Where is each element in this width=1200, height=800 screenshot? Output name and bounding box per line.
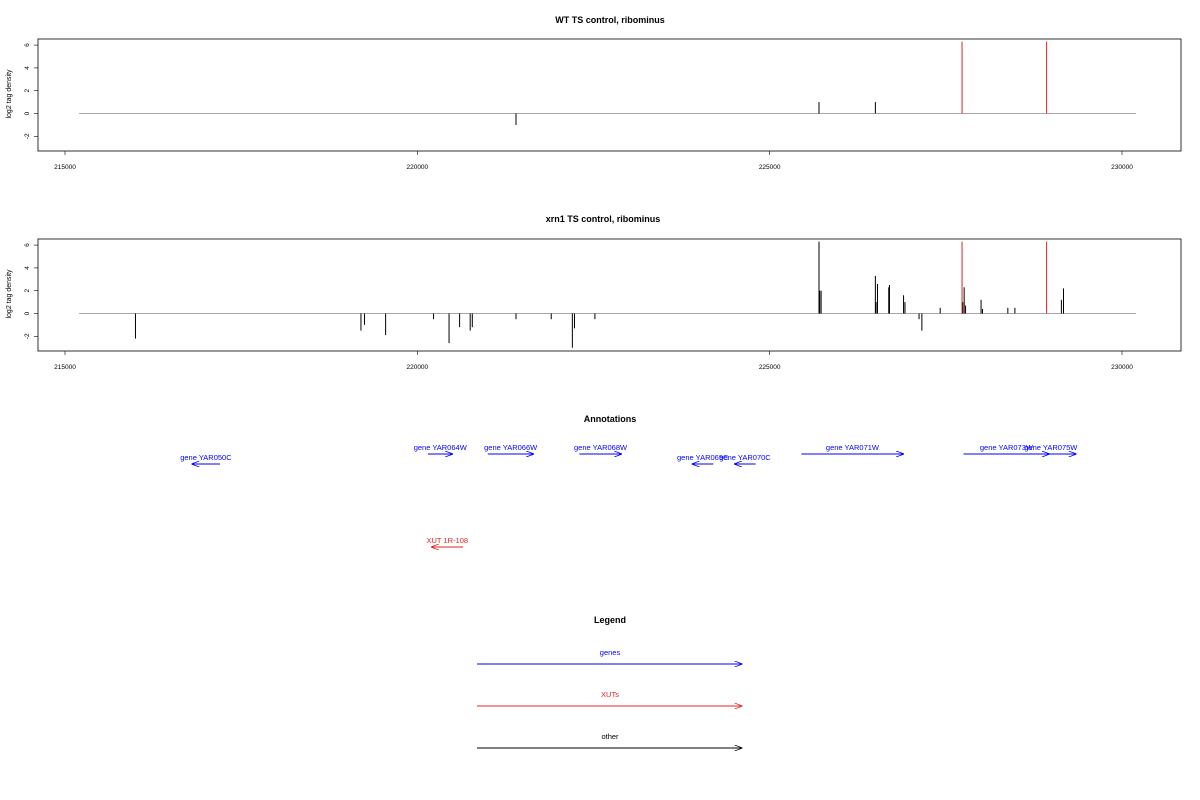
x-tick-label: 225000	[759, 364, 781, 371]
feature-label: gene YAR075W	[1024, 443, 1078, 452]
wt-density-panel: WT TS control, ribominus log2 tag densit…	[6, 15, 1182, 171]
marks: 215000 220000 225000 230000 -2 0 2 4 6	[24, 38, 1182, 171]
y-axis-label: log2 tag density	[6, 269, 13, 319]
feature-label: gene YAR050C	[180, 453, 232, 462]
y-tick-label: 2	[24, 89, 31, 93]
feature-label: gene YAR066W	[484, 443, 538, 452]
y-tick-label: 0	[24, 311, 31, 315]
legend-title: Legend	[594, 615, 626, 625]
x-tick-label: 230000	[1111, 164, 1133, 171]
feature-label: gene YAR064W	[414, 443, 468, 452]
feature-label: gene YAR070C	[719, 453, 771, 462]
panel-title: WT TS control, ribominus	[555, 15, 665, 25]
xrn1-density-panel: xrn1 TS control, ribominus log2 tag dens…	[6, 214, 1182, 371]
x-tick-label: 230000	[1111, 364, 1133, 371]
x-tick-label: 220000	[406, 164, 428, 171]
feature-label: XUT 1R-108	[427, 536, 469, 545]
legend-label: XUTs	[601, 690, 619, 699]
marks: 215000 220000 225000 230000 -2 0 2 4 6	[24, 238, 1182, 371]
y-tick-label: -2	[24, 333, 31, 339]
y-tick-label: 2	[24, 289, 31, 293]
y-tick-label: 6	[24, 243, 31, 247]
feature-label: gene YAR073W	[980, 443, 1034, 452]
x-tick-label: 225000	[759, 164, 781, 171]
feature-label: gene YAR068W	[574, 443, 628, 452]
plot-frame	[37, 238, 1182, 352]
feature-label: gene YAR071W	[826, 443, 880, 452]
legend-label: other	[601, 732, 619, 741]
plot-frame	[37, 38, 1182, 152]
y-tick-label: 0	[24, 111, 31, 115]
features: gene YAR050C gene YAR064W gene YAR066W gene…	[180, 443, 1078, 547]
legend: Legend genes XUTs other	[477, 615, 742, 748]
y-axis-label: log2 tag density	[6, 69, 13, 119]
legend-items: genes XUTs other	[477, 648, 742, 748]
annotations-title: Annotations	[584, 414, 637, 424]
legend-label: genes	[600, 648, 621, 657]
feature-label: gene YAR069C	[677, 453, 729, 462]
y-tick-label: 4	[24, 66, 31, 70]
x-tick-label: 215000	[54, 364, 76, 371]
y-tick-label: 4	[24, 266, 31, 270]
panel-title: xrn1 TS control, ribominus	[546, 214, 661, 224]
y-tick-label: -2	[24, 133, 31, 139]
y-tick-label: 6	[24, 43, 31, 47]
x-tick-label: 215000	[54, 164, 76, 171]
x-tick-label: 220000	[406, 364, 428, 371]
